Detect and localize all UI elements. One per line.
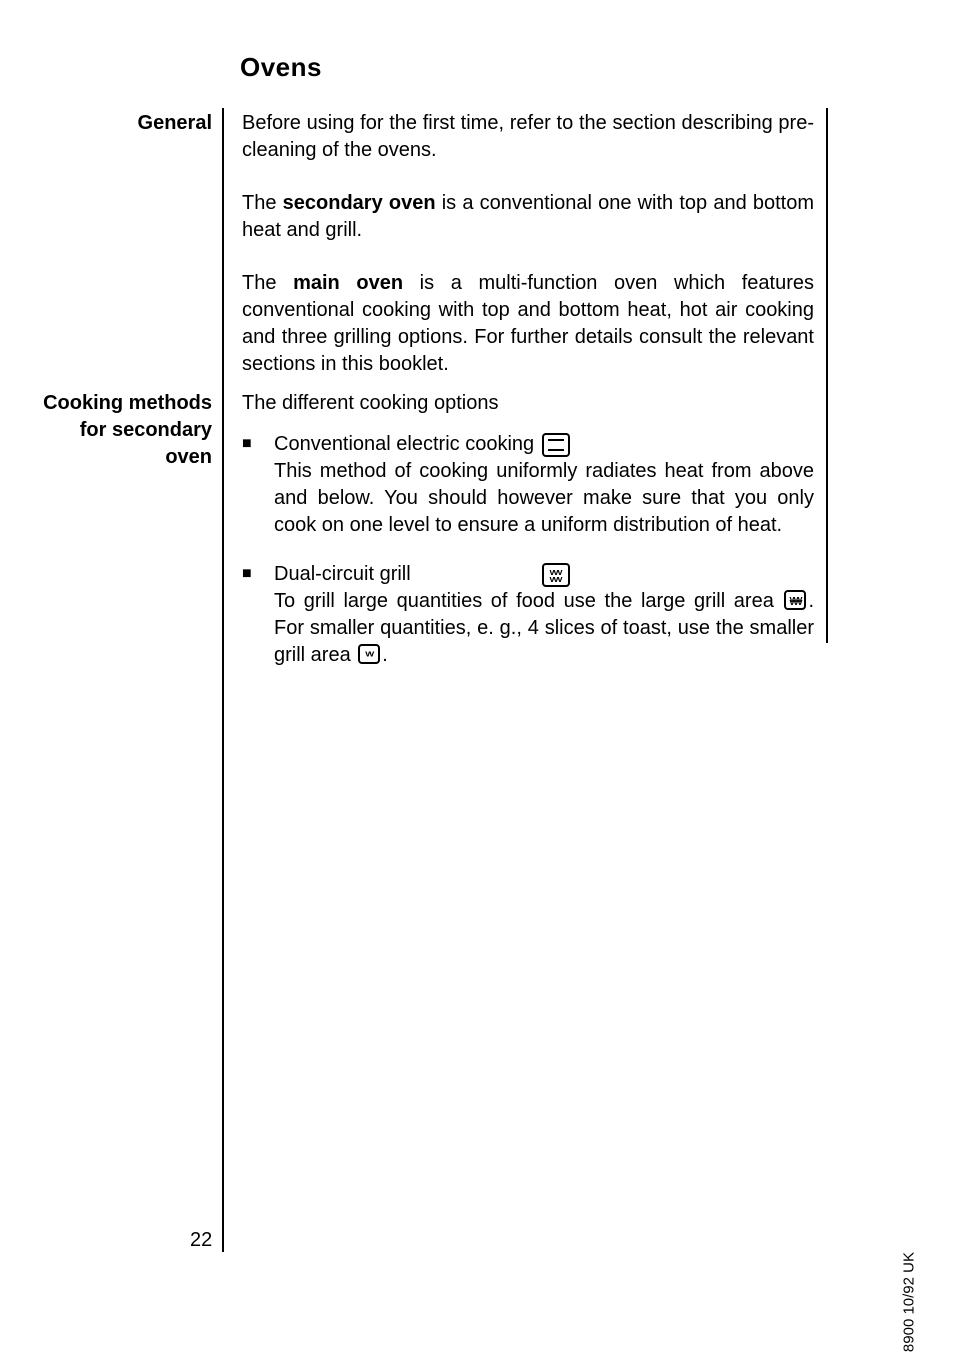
page-number: 22 <box>190 1229 212 1252</box>
dual-grill-icon: vvvvvv <box>542 563 570 587</box>
divider-vertical-left <box>222 108 224 1252</box>
sidehead-cooking: Cooking methods for secondary oven <box>42 390 212 471</box>
para-general-1: Before using for the first time, refer t… <box>242 110 814 164</box>
conventional-cooking-icon <box>542 433 570 457</box>
text: To grill large quantities of food use th… <box>274 590 782 612</box>
small-grill-area-icon: vv <box>358 644 380 664</box>
section-general: Before using for the first time, refer t… <box>242 110 814 378</box>
bullet-title: Dual-circuit grill <box>274 563 411 585</box>
bullet-list: Conventional electric cooking This metho… <box>242 431 814 669</box>
bullet-text: To grill large quantities of food use th… <box>274 590 814 666</box>
bullet-title: Conventional electric cooking <box>274 433 534 455</box>
text: . <box>382 644 388 666</box>
bold-secondary-oven: secondary oven <box>283 192 436 214</box>
bullet-text: This method of cooking uniformly radiate… <box>274 460 814 536</box>
sidehead-general: General <box>42 110 212 137</box>
page: Ovens General Before using for the first… <box>0 0 954 1352</box>
bullet-conventional: Conventional electric cooking This metho… <box>242 431 814 539</box>
para-cooking-intro: The different cooking options <box>242 390 814 417</box>
bold-main-oven: main oven <box>293 272 403 294</box>
page-title: Ovens <box>240 52 322 83</box>
text: The <box>242 192 283 214</box>
section-cooking: The different cooking options Convention… <box>242 390 814 691</box>
divider-vertical-right <box>826 108 828 643</box>
para-general-2: The secondary oven is a conventional one… <box>242 190 814 244</box>
large-grill-area-icon: vvvvvv <box>784 590 806 610</box>
text: The <box>242 272 293 294</box>
bullet-dual-grill: Dual-circuit grill vvvvvv To grill large… <box>242 561 814 669</box>
para-general-3: The main oven is a multi-function oven w… <box>242 270 814 378</box>
document-id: BVE901 10/92 UK – EB8900 10/92 UK <box>901 1252 918 1352</box>
